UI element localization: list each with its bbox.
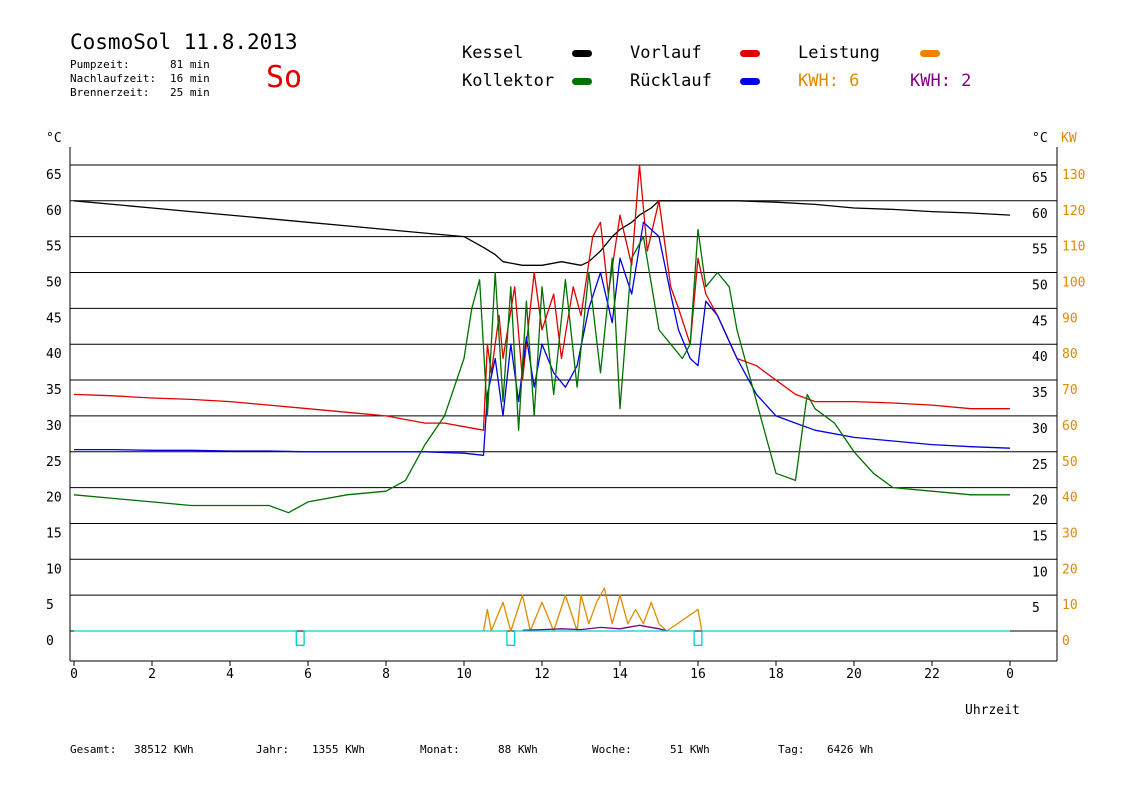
x-tick-label: 14 [612,667,628,682]
series-line-kessel [73,200,1011,266]
legend-ruecklauf-swatch [740,78,760,85]
footer-year-label: Jahr: [256,743,290,756]
footer-total-label: Gesamt: [70,743,117,756]
y-right-power-tick-label: 100 [1062,276,1085,291]
footer-week-value: 51 KWh [670,743,710,756]
y-right-power-tick-label: 130 [1062,168,1085,183]
footer-day-label: Tag: [778,743,805,756]
y-left-tick-label: 50 [46,276,62,291]
y-right-power-tick-label: 120 [1062,204,1085,219]
x-tick-label: 22 [924,667,940,682]
series-line-pumpe [74,630,1010,646]
legend-ruecklauf-label: Rücklauf [630,71,712,91]
y-right-temp-tick-label: 65 [1032,171,1048,186]
y-right-temp-tick-label: 60 [1032,207,1048,222]
x-tick-label: 20 [846,667,862,682]
y-left-tick-label: 15 [46,526,62,541]
x-tick-label: 8 [382,667,390,682]
y-left-tick-label: 5 [46,598,54,613]
legend-vorlauf-label: Vorlauf [630,43,702,63]
footer-day-value: 6426 Wh [827,743,874,756]
legend-leistung-swatch [920,50,940,57]
y-left-tick-label: 10 [46,562,62,577]
y-left-tick-label: 35 [46,383,62,398]
y-right-temp-tick-label: 55 [1032,243,1048,258]
x-tick-label: 0 [70,667,78,682]
footer-total-value: 38512 KWh [134,743,194,756]
footer-month-label: Monat: [420,743,460,756]
y-right-temp-tick-label: 45 [1032,314,1048,329]
x-tick-label: 10 [456,667,472,682]
x-tick-label: 6 [304,667,312,682]
x-tick-label: 16 [690,667,706,682]
y-right-temp-unit: °C [1032,131,1048,146]
y-right-power-tick-label: 0 [1062,634,1070,649]
y-right-power-tick-label: 40 [1062,491,1078,506]
y-left-tick-label: 0 [46,634,54,649]
pump-time-value: 81 min [170,58,210,71]
y-right-temp-tick-label: 25 [1032,458,1048,473]
x-tick-label: 18 [768,667,784,682]
y-right-temp-tick-label: 50 [1032,279,1048,294]
y-left-tick-label: 60 [46,204,62,219]
legend-kwh-purple: KWH: 2 [910,71,972,91]
y-right-temp-tick-label: 30 [1032,422,1048,437]
y-right-power-tick-label: 10 [1062,598,1078,613]
y-right-temp-tick-label: 35 [1032,386,1048,401]
footer-month-value: 88 KWh [498,743,538,756]
series-line-kwh [522,624,667,632]
y-right-temp-tick-label: 10 [1032,565,1048,580]
y-right-power-tick-label: 70 [1062,383,1078,398]
legend-kwh-orange: KWH: 6 [798,71,860,91]
y-left-tick-label: 45 [46,311,62,326]
legend-kollektor-swatch [572,78,592,85]
y-left-tick-label: 30 [46,419,62,434]
series-line-leistung [482,587,703,632]
y-right-power-tick-label: 110 [1062,240,1085,255]
y-left-tick-label: 40 [46,347,62,362]
series-line-rcklauf [74,221,1011,456]
y-left-tick-label: 25 [46,455,62,470]
burner-time-label: Brennerzeit: [70,86,150,99]
y-left-unit: °C [46,131,62,146]
legend-leistung-label: Leistung [798,43,880,63]
series-line-kollektor [73,228,1010,514]
footer-year-value: 1355 KWh [312,743,365,756]
y-right-power-tick-label: 80 [1062,347,1078,362]
x-tick-label: 4 [226,667,234,682]
x-tick-label: 0 [1006,667,1014,682]
y-right-power-tick-label: 90 [1062,311,1078,326]
y-right-power-tick-label: 50 [1062,455,1078,470]
weekday-label: So [266,60,303,95]
x-tick-label: 12 [534,667,550,682]
pump-time-label: Pumpzeit: [70,58,130,71]
legend-kollektor-label: Kollektor [462,71,555,91]
y-right-temp-tick-label: 15 [1032,529,1048,544]
legend-kessel-swatch [572,50,592,57]
y-right-power-tick-label: 20 [1062,562,1078,577]
x-tick-label: 2 [148,667,156,682]
legend-kessel-label: Kessel [462,43,524,63]
y-left-tick-label: 55 [46,240,62,255]
y-left-tick-label: 65 [46,168,62,183]
overrun-time-value: 16 min [170,72,210,85]
y-right-temp-tick-label: 40 [1032,350,1048,365]
y-left-tick-label: 20 [46,491,62,506]
series-line-vorlauf [73,164,1010,431]
y-right-temp-tick-label: 5 [1032,601,1040,616]
overrun-time-label: Nachlaufzeit: [70,72,157,85]
y-right-power-tick-label: 30 [1062,526,1078,541]
legend-vorlauf-swatch [740,50,760,57]
y-right-temp-tick-label: 20 [1032,494,1048,509]
footer-week-label: Woche: [592,743,632,756]
y-right-power-tick-label: 60 [1062,419,1078,434]
x-axis-label: Uhrzeit [965,703,1020,718]
chart-title: CosmoSol 11.8.2013 [70,30,298,54]
y-right-power-unit: KW [1061,131,1077,146]
burner-time-value: 25 min [170,86,210,99]
